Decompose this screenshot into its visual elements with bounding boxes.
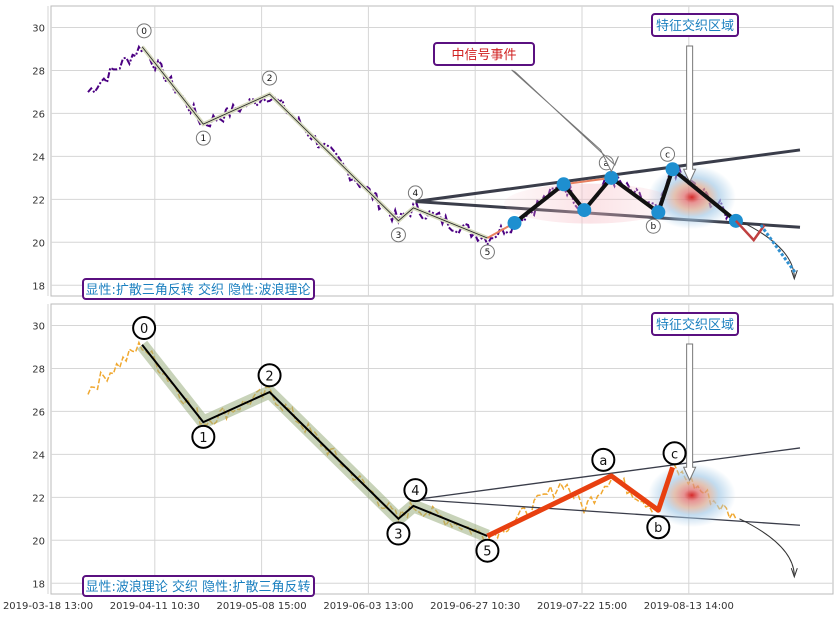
- wave-line: [141, 344, 488, 537]
- triangle-dot: [604, 170, 619, 185]
- y-tick-label: 22: [32, 195, 45, 206]
- x-tick-label: 2019-08-13 14:00: [644, 601, 734, 612]
- y-tick-label: 26: [32, 109, 45, 120]
- triangle-label-b: b: [650, 222, 656, 232]
- x-axis: 2019-03-18 13:00 2019-04-11 10:30 2019-05-…: [3, 601, 734, 612]
- bottom-plot-area: [50, 303, 834, 595]
- x-tick-label: 2019-06-27 10:30: [430, 601, 520, 612]
- wave-label-4: 4: [411, 484, 419, 499]
- y-tick-label: 22: [32, 493, 45, 504]
- y-tick-label: 24: [32, 450, 45, 461]
- triangle-dot: [665, 162, 680, 177]
- zone-arrow: [682, 45, 697, 184]
- zone-badge-top-text: 特征交织区域: [656, 18, 734, 34]
- zone-badge-top: 特征交织区域: [651, 13, 739, 37]
- y-tick-label: 26: [32, 407, 45, 418]
- x-tick-label: 2019-07-22 15:00: [537, 601, 627, 612]
- wave-label-0: 0: [140, 322, 148, 337]
- wave-label-circle: [475, 538, 500, 563]
- wave-label-4: 4: [413, 189, 419, 199]
- y-tick-label: 30: [32, 23, 45, 34]
- wave-label-2: 2: [265, 369, 273, 384]
- wave-line: [141, 46, 488, 239]
- projection-arrow: [739, 518, 795, 575]
- wave-label-circle: [136, 23, 152, 39]
- wave-label-3: 3: [394, 528, 402, 543]
- zone-badge-bottom-box: [651, 312, 739, 336]
- x-tick-label: 2019-05-08 15:00: [217, 601, 307, 612]
- event-badge-text: 中信号事件: [451, 48, 516, 63]
- breakout-line: [735, 219, 766, 243]
- y-tick-label: 30: [32, 321, 45, 332]
- wave-label-circle: [386, 521, 411, 546]
- y-tick-label: 18: [32, 281, 45, 292]
- y-tick-label: 24: [32, 152, 45, 163]
- y-tick-label: 20: [32, 238, 45, 249]
- wave-label-2: 2: [267, 74, 273, 84]
- triangle-dot: [507, 215, 522, 230]
- bottom-panel: 18 20 22 24 26 28 30 0 1 2 3 4 5 a b c: [32, 303, 834, 595]
- impulse-label-circle: [591, 447, 616, 472]
- wave-label-1: 1: [200, 134, 206, 144]
- projection-arrow-head: [790, 270, 798, 281]
- triangle-label-circle: [660, 146, 676, 162]
- legend-badge-bottom-box: [82, 575, 315, 597]
- x-tick-label: 2019-04-11 10:30: [110, 601, 200, 612]
- impulse-line: [486, 466, 675, 539]
- zone-badge-bottom-text: 特征交织区域: [656, 317, 734, 333]
- wave-label-0: 0: [141, 27, 147, 37]
- triangle-upper-line: [415, 447, 801, 501]
- legend-badge-bottom: 显性:波浪理论 交织 隐性:扩散三角反转: [82, 575, 315, 597]
- zone-arrow: [682, 343, 697, 482]
- impulse-label-c: c: [671, 447, 678, 462]
- wave-label-circle: [390, 227, 406, 243]
- y-tick-label: 28: [32, 66, 45, 77]
- upper-link-line: [563, 176, 612, 186]
- wave-label-5: 5: [485, 248, 491, 258]
- top-y-axis: 18 20 22 24 26 28 30: [32, 23, 45, 292]
- event-badge-box: [433, 42, 535, 66]
- zone-badge-bottom: 特征交织区域: [651, 312, 739, 336]
- wave-label-1: 1: [199, 431, 207, 446]
- impulse-label-circle: [662, 441, 687, 466]
- triangle-label-a: a: [604, 159, 610, 169]
- zone-badge-top-box: [651, 13, 739, 37]
- y-tick-label: 28: [32, 364, 45, 375]
- wave-label-circle: [403, 478, 428, 503]
- impulse-label-b: b: [654, 521, 662, 536]
- x-tick-label: 2019-03-18 13:00: [3, 601, 93, 612]
- legend-badge-top-text: 显性:扩散三角反转 交织 隐性:波浪理论: [85, 282, 310, 298]
- y-tick-label: 20: [32, 536, 45, 547]
- impulse-label-circle: [646, 515, 671, 540]
- top-plot-layer: 0 1 2 3 4 5 a b c: [87, 23, 801, 281]
- triangle-label-circle: [645, 218, 661, 234]
- legend-badge-top: 显性:扩散三角反转 交织 隐性:波浪理论: [82, 278, 315, 300]
- wave-label-circle: [407, 185, 423, 201]
- triangle-dot: [577, 203, 592, 218]
- legend-badge-top-box: [82, 278, 315, 300]
- triangle-dot: [556, 177, 571, 192]
- wave-label-circle: [132, 316, 157, 341]
- bottom-y-axis: 18 20 22 24 26 28 30: [32, 321, 45, 590]
- y-tick-label: 18: [32, 579, 45, 590]
- projection-arrow-head: [790, 568, 798, 579]
- event-badge: 中信号事件: [433, 42, 535, 66]
- top-panel: 18 20 22 24 26 28 30 0 1 2 3 4 5 a b c: [32, 5, 834, 297]
- wave-label-circle: [195, 130, 211, 146]
- bottom-plot-layer: 0 1 2 3 4 5 a b c: [87, 316, 801, 579]
- wave-label-3: 3: [396, 231, 402, 241]
- wave-label-circle: [262, 70, 278, 86]
- wave-label-circle: [257, 363, 282, 388]
- wave-label-5: 5: [483, 545, 491, 560]
- triangle-dot: [651, 205, 666, 220]
- triangle-label-c: c: [665, 150, 670, 160]
- legend-badge-bottom-text: 显性:波浪理论 交织 隐性:扩散三角反转: [85, 579, 310, 595]
- x-tick-label: 2019-06-03 13:00: [323, 601, 413, 612]
- wave-label-circle: [479, 244, 495, 260]
- wave-label-circle: [191, 424, 216, 449]
- event-arrow: [511, 69, 619, 173]
- triangle-lower-line: [415, 498, 801, 526]
- impulse-label-a: a: [599, 454, 607, 469]
